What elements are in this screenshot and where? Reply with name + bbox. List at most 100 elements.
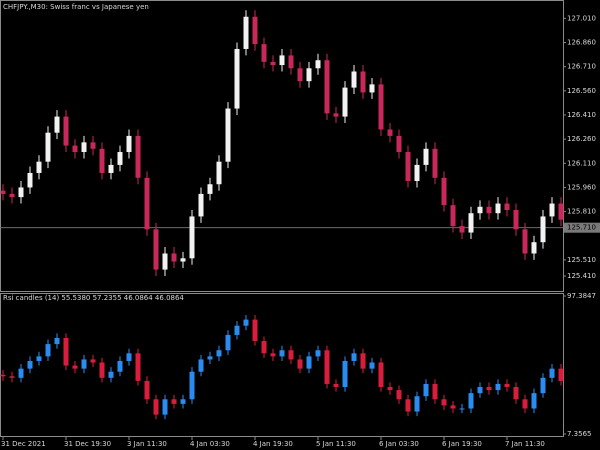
candle-body (144, 177, 150, 230)
candle-body (135, 353, 141, 381)
y-tick-label: 126.260 (567, 135, 596, 143)
candle-body (396, 135, 402, 153)
current-price-label: 125.710 (567, 224, 596, 232)
candle-body (90, 142, 96, 149)
candle-body (423, 383, 429, 397)
y-tick-label: 126.410 (567, 111, 596, 119)
candle-body (99, 148, 105, 173)
candle-body (270, 353, 276, 357)
candle-body (459, 408, 465, 410)
candle-body (387, 129, 393, 136)
candle-body (306, 356, 312, 369)
candle-body (198, 359, 204, 372)
candle-body (252, 319, 258, 342)
candle-body (405, 152, 411, 182)
candle-body (342, 87, 348, 117)
candle-body (117, 152, 123, 165)
candle-body (189, 371, 195, 400)
candle-body (432, 383, 438, 400)
x-tick-label: 3 Jan 11:30 (127, 440, 167, 448)
candle-body (450, 205, 456, 227)
candle-body (234, 325, 240, 335)
candle-body (18, 368, 24, 378)
candle-body (360, 71, 366, 93)
candle-body (333, 383, 339, 388)
y-tick-label: 126.560 (567, 87, 596, 95)
candle-body (189, 216, 195, 259)
candle-body (198, 193, 204, 217)
candle-body (243, 319, 249, 326)
candle-body (81, 359, 87, 369)
current-price-box (564, 222, 600, 233)
candle-body (207, 356, 213, 360)
candle-body (333, 113, 339, 117)
candle-body (63, 337, 69, 366)
candle-body (126, 353, 132, 361)
candle-body (324, 350, 330, 384)
candle-body (117, 360, 123, 372)
candle-body (486, 387, 492, 391)
candle-body (540, 377, 546, 394)
candle-body (396, 390, 402, 400)
candle-body (369, 362, 375, 369)
candle-body (351, 353, 357, 361)
x-tick-label: 6 Jan 03:30 (379, 440, 419, 448)
candle-body (513, 387, 519, 400)
candle-body (495, 383, 501, 391)
candle-body (207, 184, 213, 194)
candle-body (378, 362, 384, 388)
candle-body (216, 161, 222, 185)
y-tick-label: 125.510 (567, 256, 596, 264)
candle-body (225, 108, 231, 162)
candle-body (297, 68, 303, 82)
candle-body (549, 203, 555, 217)
y-tick-label: 126.710 (567, 63, 596, 71)
candle-body (414, 164, 420, 182)
candle-body (459, 226, 465, 233)
candle-body (27, 172, 33, 188)
candle-body (432, 148, 438, 178)
indicator-title: Rsi candles (14) 55.5380 57.2355 46.0864… (3, 294, 184, 302)
candle-body (315, 350, 321, 357)
candle-body (234, 48, 240, 109)
candle-body (540, 216, 546, 243)
x-tick-label: 7 Jan 11:30 (505, 440, 545, 448)
y-tick-label: 7.3565 (567, 430, 592, 438)
candle-body (378, 84, 384, 130)
candle-body (27, 360, 33, 369)
candle-body (171, 253, 177, 262)
candle-body (270, 61, 276, 66)
candle-body (243, 16, 249, 49)
candle-body (477, 387, 483, 394)
y-tick-label: 97.3847 (567, 292, 596, 300)
candle-body (558, 203, 564, 220)
y-tick-label: 125.960 (567, 183, 596, 191)
candle-body (486, 206, 492, 214)
y-tick-label: 125.810 (567, 208, 596, 216)
candle-body (18, 187, 24, 198)
candle-body (9, 376, 15, 378)
candle-body (144, 380, 150, 400)
candle-body (405, 399, 411, 412)
y-tick-label: 127.010 (567, 14, 596, 22)
candle-body (504, 203, 510, 210)
candle-body (315, 60, 321, 69)
candle-body (216, 350, 222, 357)
x-tick-label: 31 Dec 19:30 (64, 440, 111, 448)
candle-body (99, 362, 105, 378)
candle-body (0, 374, 6, 377)
y-tick-label: 125.410 (567, 272, 596, 280)
candle-body (297, 359, 303, 369)
x-tick-label: 31 Dec 2021 (1, 440, 46, 448)
candle-body (360, 353, 366, 369)
candle-body (441, 177, 447, 206)
candle-body (180, 399, 186, 404)
candle-body (108, 164, 114, 173)
candle-body (504, 383, 510, 388)
candle-body (153, 399, 159, 415)
candle-body (513, 209, 519, 230)
candle-body (306, 68, 312, 82)
candle-body (531, 393, 537, 409)
